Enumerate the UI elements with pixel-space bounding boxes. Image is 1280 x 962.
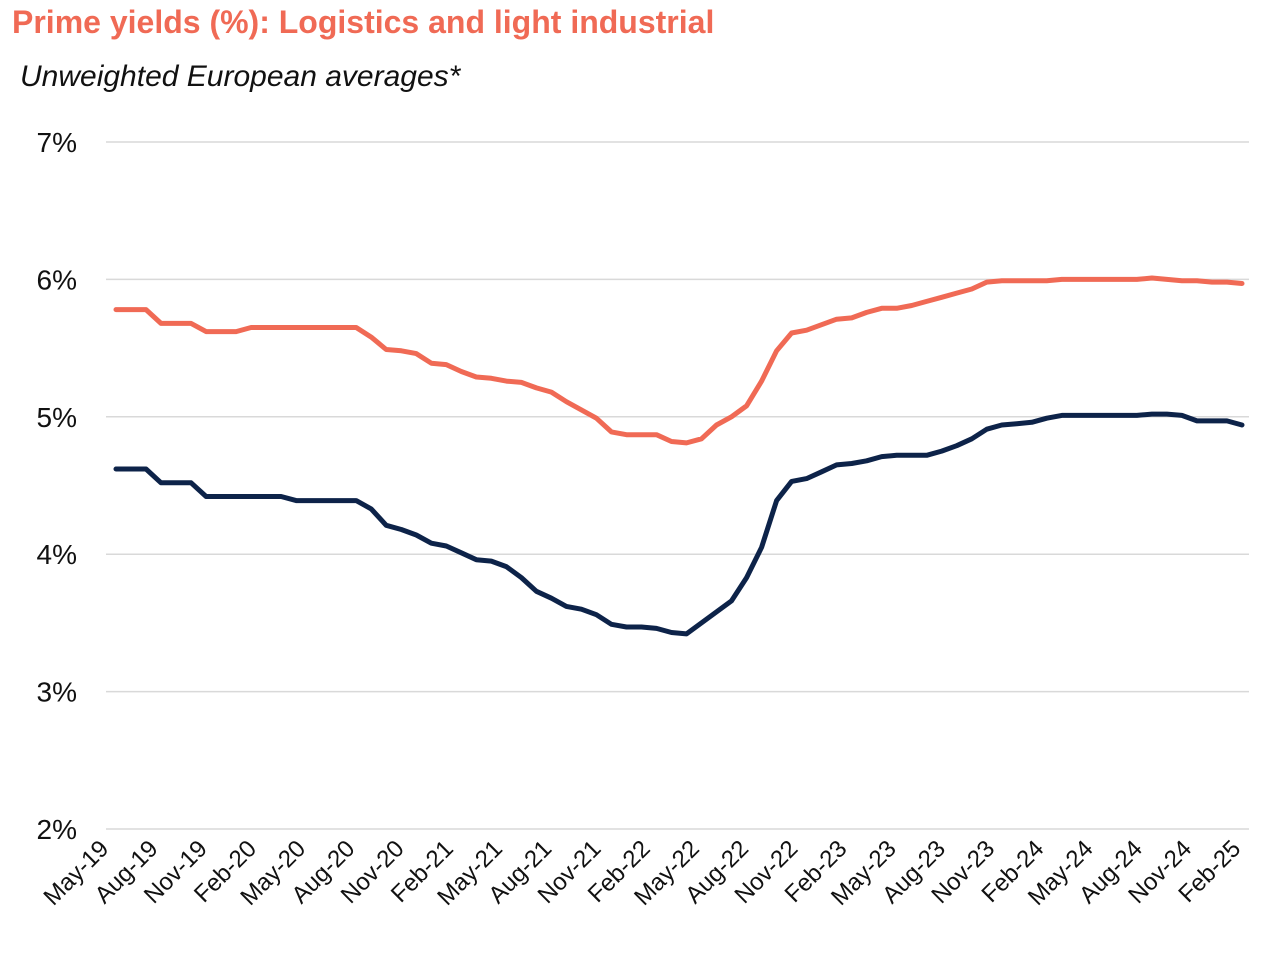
grid-lines — [106, 141, 1249, 830]
series-line-2 — [113, 411, 1245, 637]
chart-title: Prime yields (%): Logistics and light in… — [12, 4, 715, 40]
series-lines — [113, 275, 1245, 637]
y-axis: 7% 6% 5% 4% 3% 2% — [37, 127, 77, 845]
series-line-1 — [113, 275, 1245, 446]
y-tick-label: 6% — [37, 264, 77, 295]
y-tick-label: 2% — [37, 814, 77, 845]
chart-subtitle: Unweighted European averages* — [20, 60, 461, 93]
x-axis: May-19Aug-19Nov-19Feb-20May-20Aug-20Nov-… — [39, 835, 1247, 911]
y-tick-label: 3% — [37, 677, 77, 708]
y-tick-label: 5% — [37, 402, 77, 433]
y-tick-label: 7% — [37, 127, 77, 158]
y-tick-label: 4% — [37, 539, 77, 570]
